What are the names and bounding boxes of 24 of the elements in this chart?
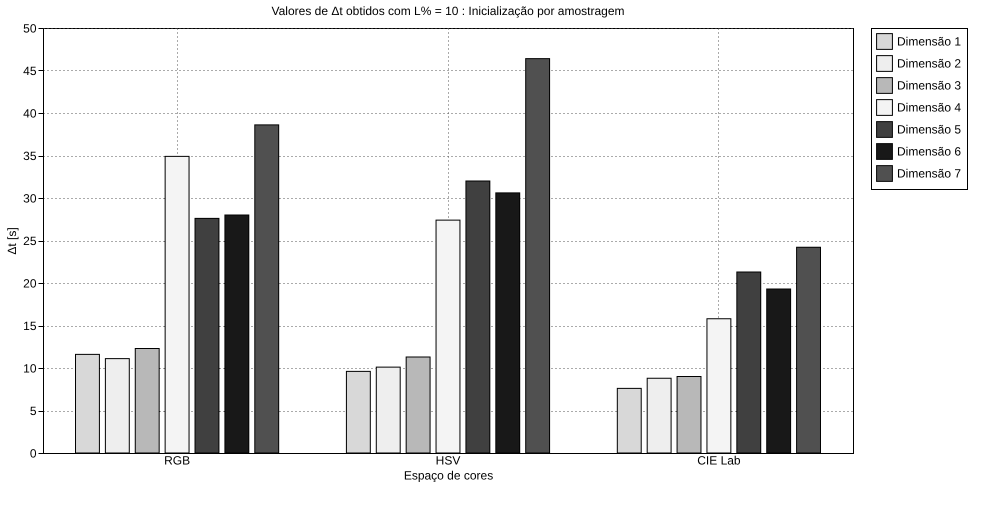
legend-label: Dimensão 6 — [897, 144, 962, 158]
x-axis-title: Espaço de cores — [404, 468, 494, 482]
y-tick-label: 20 — [23, 276, 37, 290]
legend-label: Dimensão 5 — [897, 122, 962, 136]
y-tick-label: 25 — [23, 234, 37, 248]
y-tick-label: 10 — [23, 362, 37, 376]
y-tick-label: 35 — [23, 149, 37, 163]
y-axis-title: Δt [s] — [5, 227, 20, 255]
legend-label: Dimensão 4 — [897, 100, 962, 114]
chart-title: Valores de Δt obtidos com L% = 10 : Inicialização por amostragem — [272, 4, 624, 18]
legend-label: Dimensão 2 — [897, 56, 962, 70]
legend-label: Dimensão 1 — [897, 34, 962, 48]
y-tick-label: 30 — [23, 192, 37, 206]
x-tick-label: CIE Lab — [697, 454, 741, 468]
x-tick-label: RGB — [164, 454, 190, 468]
legend-label: Dimensão 7 — [897, 166, 962, 180]
y-tick-label: 40 — [23, 106, 37, 120]
y-tick-label: 0 — [30, 446, 37, 460]
y-tick-label: 5 — [30, 404, 37, 418]
y-tick-label: 15 — [23, 319, 37, 333]
y-tick-label: 45 — [23, 64, 37, 78]
y-tick-label: 50 — [23, 22, 37, 36]
legend-label: Dimensão 3 — [897, 78, 962, 92]
x-tick-label: HSV — [436, 454, 460, 468]
